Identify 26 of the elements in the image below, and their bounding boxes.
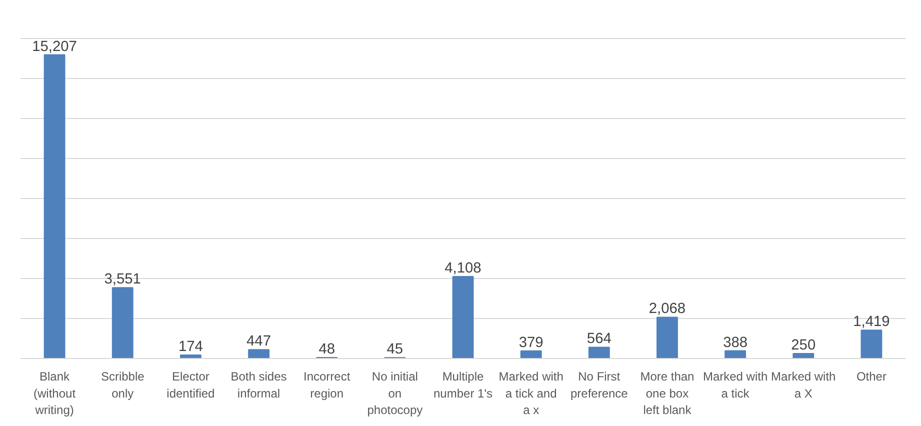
data-label: 379	[518, 334, 544, 351]
x-tick-label: Both sides informal	[230, 370, 287, 400]
data-label: 15,207	[32, 38, 77, 55]
x-tick-label: Marked with a tick and a x	[498, 370, 564, 418]
data-label: 250	[791, 338, 816, 354]
x-tick-label: Marked with a tick	[702, 370, 768, 400]
data-label: 3,551	[104, 272, 141, 288]
data-label: 564	[586, 331, 612, 348]
data-label: 447	[246, 334, 272, 350]
x-tick-label: Marked with a X	[771, 370, 836, 400]
x-tick-label: Incorrect region	[304, 370, 351, 400]
x-tick-label: More than one box left blank	[640, 370, 694, 418]
data-label: 4,108	[444, 260, 482, 276]
data-label: 1,419	[853, 314, 890, 330]
data-label: 48	[318, 342, 336, 358]
data-label: 45	[386, 342, 404, 358]
x-tick-label: No First preference	[570, 370, 628, 400]
data-label: 2,068	[648, 301, 686, 318]
x-tick-label: Elector identified	[166, 370, 215, 400]
data-label: 174	[178, 339, 203, 356]
x-tick-label: Scribble only	[100, 370, 145, 400]
x-tick-label: Other	[856, 370, 886, 384]
x-tick-label: Blank (without writing)	[34, 370, 76, 418]
x-tick-label: Multiple number 1's	[434, 370, 493, 400]
data-label: 388	[723, 334, 748, 351]
x-tick-label: No initial on photocopy	[367, 370, 423, 418]
